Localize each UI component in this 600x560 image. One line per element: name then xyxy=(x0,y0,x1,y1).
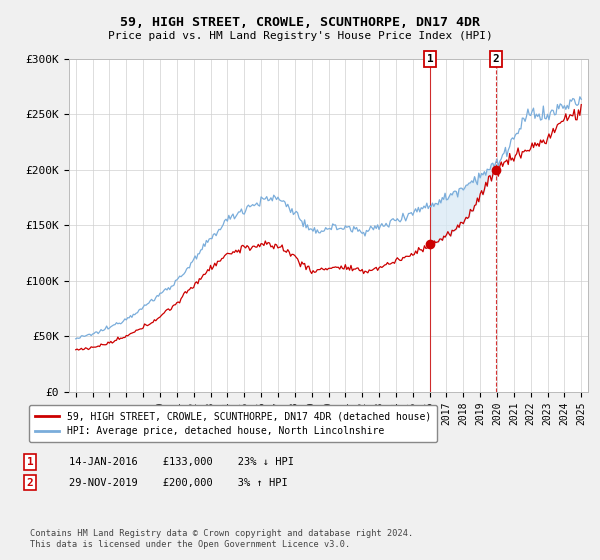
Text: 1: 1 xyxy=(26,457,34,467)
Text: 29-NOV-2019    £200,000    3% ↑ HPI: 29-NOV-2019 £200,000 3% ↑ HPI xyxy=(69,478,288,488)
Text: 1: 1 xyxy=(427,54,434,64)
Text: 14-JAN-2016    £133,000    23% ↓ HPI: 14-JAN-2016 £133,000 23% ↓ HPI xyxy=(69,457,294,467)
Text: 2: 2 xyxy=(492,54,499,64)
Text: Price paid vs. HM Land Registry's House Price Index (HPI): Price paid vs. HM Land Registry's House … xyxy=(107,31,493,41)
Text: 2: 2 xyxy=(26,478,34,488)
Legend: 59, HIGH STREET, CROWLE, SCUNTHORPE, DN17 4DR (detached house), HPI: Average pri: 59, HIGH STREET, CROWLE, SCUNTHORPE, DN1… xyxy=(29,405,437,442)
Text: Contains HM Land Registry data © Crown copyright and database right 2024.
This d: Contains HM Land Registry data © Crown c… xyxy=(30,529,413,549)
Text: 59, HIGH STREET, CROWLE, SCUNTHORPE, DN17 4DR: 59, HIGH STREET, CROWLE, SCUNTHORPE, DN1… xyxy=(120,16,480,29)
